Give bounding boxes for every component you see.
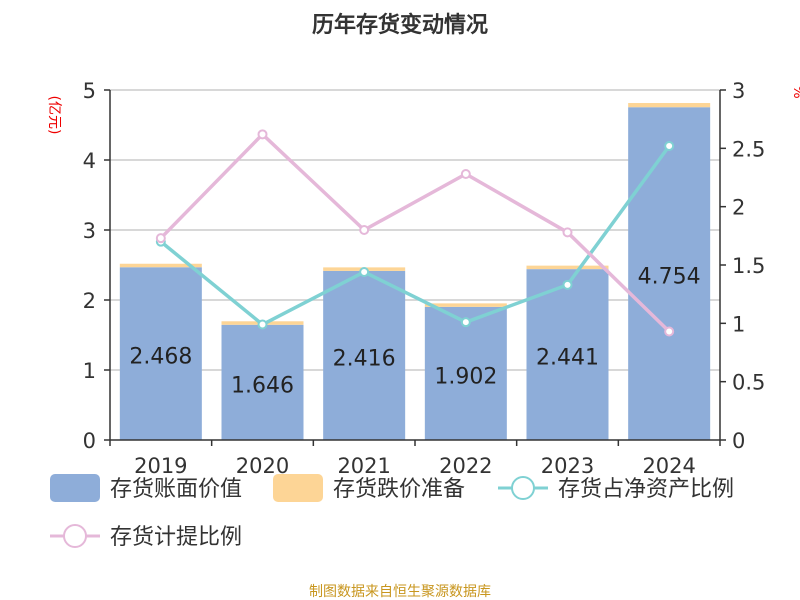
line-provision-ratio [159,131,671,333]
bar-value-label: 4.754 [638,265,701,290]
bar-value-label: 1.646 [231,373,294,398]
left-axis-label: (亿元) [46,96,62,135]
right-axis-label: % [790,85,800,98]
bar-book-value [526,269,609,440]
legend-label: 存货账面价值 [110,477,242,502]
line-point [359,267,370,277]
line-point [562,279,573,290]
left-tick-label: 5 [83,79,96,103]
line-point [155,233,166,244]
bar-book-value [221,324,304,440]
right-tick-label: 0.5 [732,371,765,395]
x-tick-label: 2019 [134,454,187,478]
right-tick-label: 1.5 [732,254,765,278]
line-point [257,129,268,140]
legend-circle-icon [63,524,87,548]
bar-book-value [424,306,507,440]
left-tick-label: 4 [83,149,96,173]
line-inventory-to-net-assets [159,144,671,327]
right-tick-label: 2 [732,196,745,220]
right-tick-label: 1 [732,312,745,336]
legend-label: 存货占净资产比例 [558,477,734,502]
left-tick-label: 2 [83,289,96,313]
right-tick-label: 3 [732,79,745,103]
chart-title: 历年存货变动情况 [312,12,488,38]
legend-circle-icon [511,476,535,500]
left-tick-label: 0 [83,429,96,453]
left-tick-label: 1 [83,359,96,383]
bar-value-label: 2.441 [536,346,599,371]
line-point [562,227,573,238]
line-point [460,317,471,328]
x-tick-label: 2021 [337,454,390,478]
legend-label: 存货跌价准备 [333,477,465,502]
x-tick-label: 2023 [541,454,594,478]
bar-impairment-reserve [526,265,609,270]
x-tick-label: 2022 [439,454,492,478]
bar-value-label: 1.902 [434,364,497,389]
x-tick-label: 2024 [642,454,695,478]
bar-value-label: 2.416 [333,346,396,371]
bar-book-value [119,267,202,440]
bar-book-value [323,270,406,440]
bar-value-label: 2.468 [129,345,192,370]
source-note: 制图数据来自恒生聚源数据库 [309,584,491,600]
line-point [257,319,268,330]
line-point [359,225,370,235]
right-tick-label: 2.5 [732,137,765,161]
line-point [664,141,675,151]
bar-impairment-reserve [628,103,711,108]
bar-book-value [628,107,711,440]
legend-label: 存货计提比例 [110,525,242,550]
left-tick-label: 3 [83,219,96,243]
line-point [460,169,471,179]
right-tick-label: 0 [732,429,745,453]
bar-impairment-reserve [424,303,507,307]
legend-swatch [273,474,323,502]
legend-swatch [50,474,100,502]
line-point [664,326,675,337]
bar-impairment-reserve [119,263,202,268]
